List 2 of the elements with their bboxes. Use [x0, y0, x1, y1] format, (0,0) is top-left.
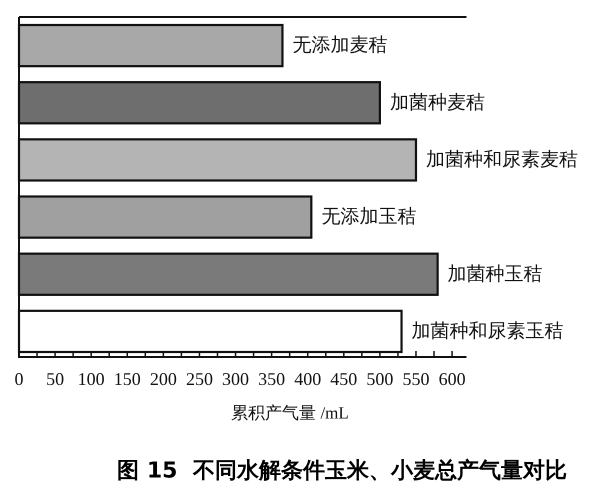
xlabel: 累积产气量 /mL — [231, 404, 349, 422]
title: 图 15 不同水解条件玉米、小麦总产气量对比 — [117, 458, 567, 484]
